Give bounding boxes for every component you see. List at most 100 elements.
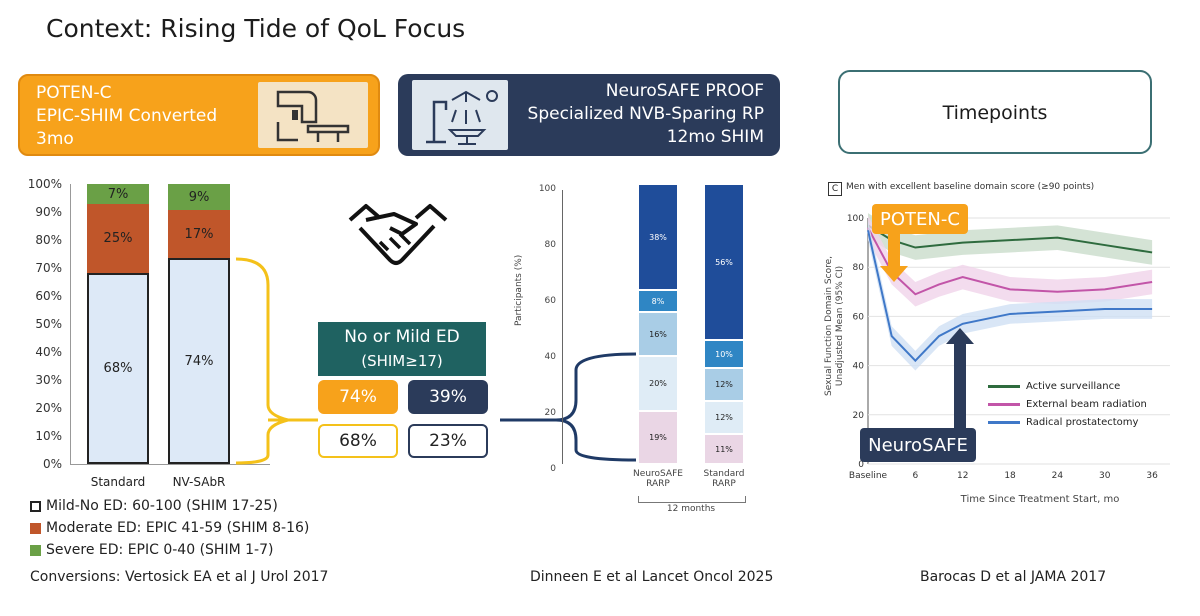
- series-line-2: [867, 230, 1153, 363]
- timepoints-box: Timepoints: [838, 70, 1152, 154]
- x-label-standard: Standard: [90, 475, 146, 489]
- bar-label: 17%: [184, 226, 214, 242]
- legend-text: Moderate ED: EPIC 41-59 (SHIM 8-16): [46, 520, 310, 536]
- y-tick-label: 100: [847, 214, 864, 224]
- legend-mild: Mild-No ED: 60-100 (SHIM 17-25): [30, 498, 278, 514]
- mid-bar1-seg: 38%: [638, 184, 678, 290]
- callout-arrow-up: [946, 328, 974, 428]
- mid-x-label-1: NeuroSAFE RARP: [628, 469, 688, 489]
- seg-label: 12%: [715, 380, 733, 389]
- handshake-icon: [348, 204, 448, 265]
- y-tick-label: 100%: [27, 177, 62, 191]
- mid-bar2-seg: 11%: [704, 434, 744, 464]
- mid-y-tick-label: 40: [544, 352, 556, 362]
- bar-label: 74%: [184, 353, 214, 369]
- middle-stacked-bar-chart: Participants (%) 100 80 60 40 20 0 19% 20% 16…: [514, 176, 780, 516]
- bar-nvsabr-moderate: 17%: [168, 210, 230, 258]
- x-label-nvsabr: NV-SAbR: [172, 475, 226, 489]
- x-tick-label: 12: [957, 471, 968, 481]
- right-legend: Active surveillance External beam radiat…: [988, 378, 1147, 432]
- mid-bar2-seg: 10%: [704, 340, 744, 368]
- ci-band: [868, 220, 1153, 371]
- bar-nvsabr-severe: 9%: [168, 184, 230, 210]
- ci-band: [868, 213, 1153, 265]
- y-tick-label: 20: [853, 411, 865, 421]
- mid-bar1-seg: 20%: [638, 356, 678, 411]
- legend-item-rp: Radical prostatectomy: [988, 414, 1147, 432]
- callout-poten-c: POTEN-C: [872, 204, 968, 234]
- y-tick-label: 60%: [35, 289, 62, 303]
- label-line: Standard: [703, 469, 745, 479]
- callout-arrow-down: [880, 234, 908, 282]
- mid-y-tick-label: 100: [538, 184, 556, 194]
- ed-summary-heading: No or Mild ED (SHIM≥17): [318, 322, 486, 376]
- legend-moderate: Moderate ED: EPIC 41-59 (SHIM 8-16): [30, 520, 309, 536]
- mid-x-label-2: Standard RARP: [694, 469, 754, 489]
- mid-bar1-seg: 19%: [638, 411, 678, 464]
- poten-title: POTEN-C: [36, 83, 112, 103]
- poten-subtitle: EPIC-SHIM Converted: [36, 106, 218, 126]
- pct-standard-rt: 68%: [318, 424, 398, 458]
- y-tick-label: 0%: [42, 457, 62, 471]
- label-line: RARP: [712, 479, 736, 489]
- neurosafe-header: NeuroSAFE PROOF Specialized NVB-Sparing …: [398, 74, 780, 156]
- series-line-1: [867, 227, 1153, 296]
- x-tick-label: Baseline: [849, 471, 888, 481]
- y-tick-label: 40%: [35, 345, 62, 359]
- ed-heading-line1: No or Mild ED: [344, 327, 460, 347]
- legend-severe: Severe ED: EPIC 0-40 (SHIM 1-7): [30, 542, 273, 558]
- page-title: Context: Rising Tide of QoL Focus: [46, 14, 466, 43]
- seg-label: 38%: [649, 232, 667, 242]
- citation-right: Barocas D et al JAMA 2017: [920, 569, 1107, 585]
- mid-bar2-seg: 12%: [704, 401, 744, 434]
- x-tick-label: 30: [1099, 471, 1111, 481]
- bar-standard-severe: 7%: [87, 184, 149, 204]
- legend-text: External beam radiation: [1026, 399, 1147, 410]
- group-bracket: [638, 496, 746, 503]
- right-line-chart: C Men with excellent baseline domain sco…: [820, 176, 1192, 516]
- panel-letter: C: [828, 182, 842, 196]
- y-tick-label: 50%: [35, 317, 62, 331]
- legend-swatch: [30, 522, 41, 534]
- neurosafe-subtitle: Specialized NVB-Sparing RP: [527, 104, 764, 124]
- citation-middle: Dinneen E et al Lancet Oncol 2025: [530, 569, 774, 585]
- pct-standard-rp: 23%: [408, 424, 488, 458]
- y-tick-label: 80%: [35, 233, 62, 247]
- right-xlabel: Time Since Treatment Start, mo: [960, 494, 1120, 505]
- y-tick-label: 60: [853, 312, 865, 322]
- neurosafe-title: NeuroSAFE PROOF: [605, 81, 764, 101]
- legend-text: Radical prostatectomy: [1026, 417, 1139, 428]
- legend-text: Active surveillance: [1026, 381, 1121, 392]
- mid-bar2-seg: 56%: [704, 184, 744, 340]
- navy-bracket: [500, 352, 636, 462]
- label-line: NeuroSAFE: [633, 469, 683, 479]
- timepoints-label: Timepoints: [942, 102, 1048, 124]
- mid-y-tick-label: 20: [544, 408, 556, 418]
- seg-label: 10%: [715, 349, 733, 359]
- legend-text: Mild-No ED: 60-100 (SHIM 17-25): [46, 498, 278, 514]
- mid-y-tick-label: 0: [550, 464, 556, 474]
- mid-bar1-seg: 16%: [638, 312, 678, 356]
- y-tick-label: 0: [858, 460, 864, 470]
- yellow-bracket: [235, 257, 318, 465]
- ed-heading-line2: (SHIM≥17): [361, 352, 443, 370]
- mid-ylabel: Participants (%): [514, 254, 524, 326]
- pct-neurosafe: 39%: [408, 380, 488, 414]
- y-tick-label: 30%: [35, 373, 62, 387]
- legend-item-as: Active surveillance: [988, 378, 1147, 396]
- mid-bar2-seg: 12%: [704, 368, 744, 401]
- legend-line: [988, 384, 1020, 388]
- mid-y-tick-label: 80: [544, 240, 556, 250]
- surgical-robot-icon: [412, 80, 508, 150]
- bar-nvsabr-mild: 74%: [168, 258, 230, 464]
- y-tick-label: 80: [853, 263, 865, 273]
- mid-group-label: 12 months: [666, 504, 716, 514]
- seg-label: 16%: [649, 329, 667, 339]
- neurosafe-timepoint: 12mo SHIM: [666, 127, 764, 147]
- seg-label: 11%: [715, 444, 733, 454]
- seg-label: 12%: [715, 413, 733, 422]
- y-tick-label: 10%: [35, 429, 62, 443]
- legend-line: [988, 420, 1020, 424]
- citation-left: Conversions: Vertosick EA et al J Urol 2…: [30, 569, 329, 585]
- poten-c-header: POTEN-C EPIC-SHIM Converted 3mo: [18, 74, 380, 156]
